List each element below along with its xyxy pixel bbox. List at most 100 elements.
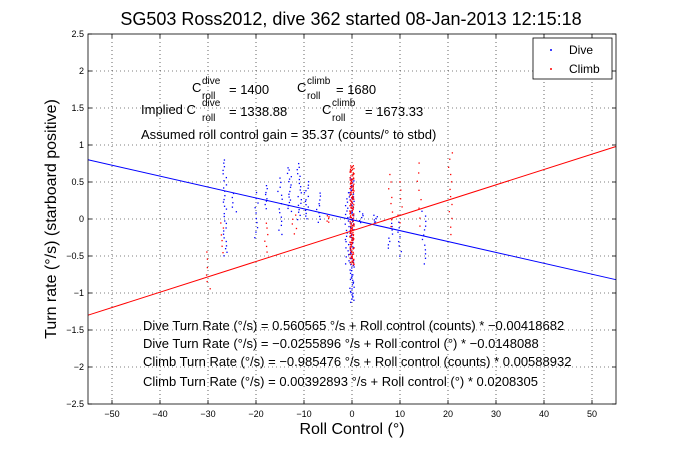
climb-point (451, 152, 454, 154)
c-climb-sup: climb (307, 76, 331, 87)
climb-fit-line (87, 146, 617, 316)
climb-point (349, 205, 351, 207)
dive-point (319, 199, 321, 201)
dive-point (374, 221, 377, 223)
dive-point (349, 222, 351, 224)
climb-point (351, 242, 354, 245)
climb-point (353, 263, 355, 266)
x-tick-label: 50 (587, 409, 597, 419)
climb-point (222, 252, 224, 254)
dive-point (319, 195, 322, 197)
c-climb-value: = 1680 (336, 82, 376, 97)
climb-point (350, 196, 353, 199)
dive-point (255, 212, 257, 214)
climb-point (399, 198, 402, 200)
dive-point (387, 244, 390, 246)
climb-point (352, 259, 354, 261)
climb-point (420, 198, 422, 201)
climb-point (352, 195, 354, 197)
climb-point (450, 226, 452, 228)
dive-point (255, 191, 258, 194)
climb-point (349, 249, 352, 251)
climb-point (352, 188, 354, 191)
climb-point (351, 207, 353, 209)
dive-point (265, 191, 267, 194)
implied-dive-value: = 1338.88 (229, 104, 287, 119)
climb-point (349, 241, 351, 243)
dive-point (346, 198, 348, 200)
climb-point (352, 217, 355, 219)
climb-point (349, 235, 351, 237)
dive-point (347, 216, 349, 219)
axis-ticks: −50 −40 −30 −20 −10 0 10 20 30 40 50−2.5−2−1.5−1−0… (66, 29, 616, 419)
climb-point (391, 211, 394, 213)
climb-point (390, 202, 392, 205)
climb-point (353, 223, 355, 225)
dive-point (278, 208, 280, 210)
dive-point (352, 196, 355, 198)
y-tick-label: −0.5 (66, 251, 84, 261)
y-tick-label: 0.5 (71, 177, 84, 187)
y-tick-label: −1 (74, 288, 84, 298)
dive-point (305, 203, 307, 206)
implied-climb-sub: roll (332, 113, 345, 124)
y-tick-label: −2 (74, 362, 84, 372)
dive-point (299, 186, 302, 188)
dive-point (288, 196, 290, 198)
dive-point (225, 184, 228, 186)
climb-point (349, 187, 351, 190)
climb-point (351, 227, 353, 230)
dive-point (223, 162, 225, 164)
dive-point (279, 177, 281, 179)
dive-point (306, 218, 308, 220)
climb-point (451, 217, 453, 220)
climb-point (352, 206, 354, 208)
dive-point (421, 210, 423, 212)
dive-point (231, 206, 234, 208)
climb-point (351, 181, 353, 184)
dive-point (280, 220, 283, 222)
dive-point (391, 233, 394, 235)
dive-point (349, 290, 352, 293)
climb-point (349, 179, 351, 181)
dive-point (305, 190, 307, 192)
climb-point (206, 266, 209, 269)
climb-point (350, 180, 353, 183)
y-tick-label: −1.5 (66, 325, 84, 335)
dive-point (298, 178, 301, 181)
x-tick-label: 10 (395, 409, 405, 419)
dive-point (277, 190, 279, 193)
dive-point (351, 294, 353, 296)
climb-point (353, 173, 355, 175)
dive-point (223, 205, 226, 207)
dive-point (231, 196, 233, 199)
climb-point (351, 255, 353, 257)
climb-point (350, 223, 352, 226)
climb-point (351, 236, 353, 239)
dive-point (265, 184, 268, 187)
climb-point (351, 241, 353, 243)
dive-point (298, 162, 300, 165)
dive-point (223, 255, 225, 257)
climb-point (352, 220, 354, 222)
dive-point (423, 229, 426, 231)
implied-dive-sub: roll (202, 113, 215, 124)
dive-point (344, 213, 347, 216)
dive-point (299, 214, 301, 217)
dive-point (361, 216, 363, 219)
legend-label-climb: Climb (569, 62, 600, 76)
climb-point (349, 246, 352, 248)
climb-point (418, 189, 420, 191)
climb-point (353, 213, 355, 215)
implied-dive-label: Implied C (141, 102, 196, 117)
dive-point (350, 270, 353, 272)
climb-point (326, 215, 329, 217)
legend-box (532, 37, 613, 80)
x-tick-label: −40 (152, 409, 167, 419)
legend-marker-climb (550, 68, 552, 70)
dive-point (353, 229, 355, 231)
dive-point (300, 199, 302, 201)
climb-point (352, 187, 355, 189)
climb-point (390, 219, 393, 221)
dive-point (225, 240, 227, 243)
